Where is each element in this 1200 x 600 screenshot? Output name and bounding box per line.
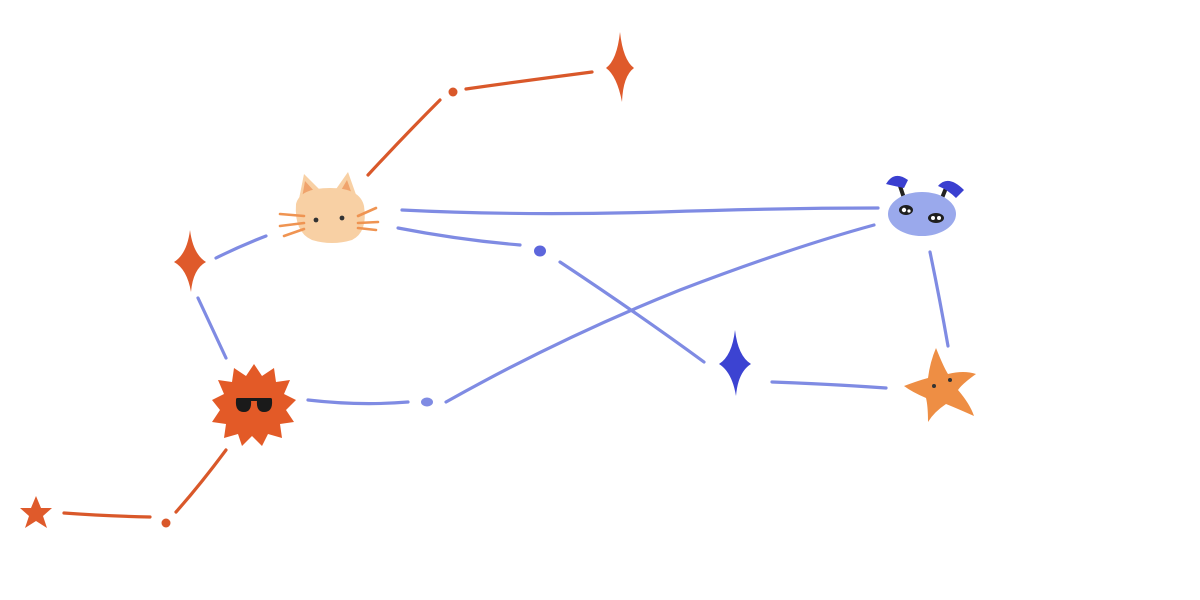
starfish-icon [904,348,976,422]
orange-line-dot-to-small-star [62,511,152,519]
connector-dots [161,87,546,528]
sparkle-star-icon [606,32,634,102]
sun-with-sunglasses-icon [212,364,296,446]
orange-dot [161,518,171,528]
blue-line-cat-to-dot [396,226,522,247]
blue-dot [421,397,433,407]
orange-dot [448,87,458,97]
blue-bug-face-icon [886,175,964,236]
sparkle-star-icon [719,330,751,396]
blue-constellation-lines [196,206,950,406]
blue-line-sun-to-dot [306,398,410,406]
orange-line-dot-to-sparkle [464,70,594,91]
blue-line-dot-to-bug [444,223,876,404]
blue-line-cat-to-bug [400,206,880,216]
orange-line-cat-to-dot [366,98,442,177]
blue-line-bug-to-starfish [928,250,950,348]
blue-line-dot-to-blue-sparkle [558,260,706,364]
cat-face-icon [278,172,380,243]
orange-line-sun-to-dot [174,448,228,514]
sparkle-star-icon [174,230,206,292]
blue-dot [534,245,546,257]
orange-constellation-lines [62,70,594,519]
small-star-icon [20,496,52,528]
blue-line-blue-sparkle-to-starfish [770,380,888,390]
blue-line-sparkle-to-sun [196,296,228,360]
blue-line-sparkle-to-cat [214,234,268,260]
